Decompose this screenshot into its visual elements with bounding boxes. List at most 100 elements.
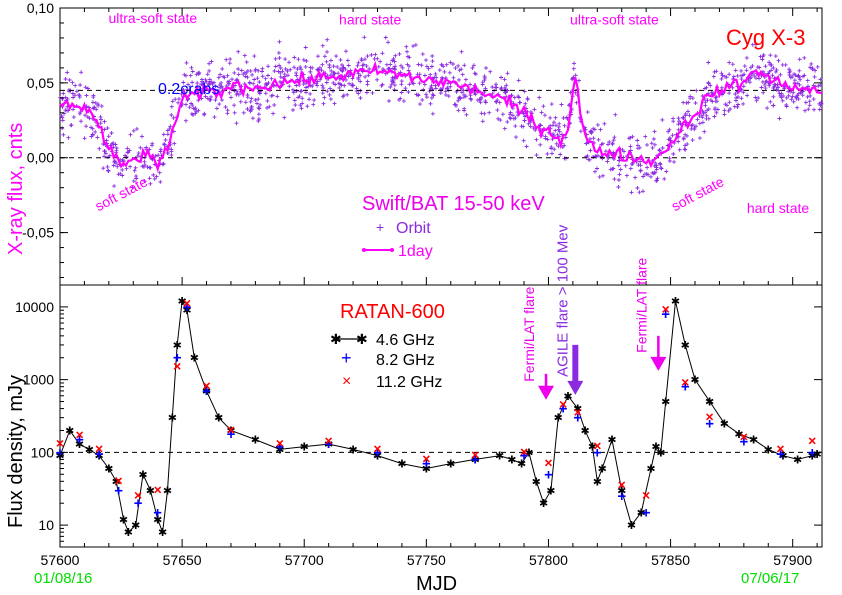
radio-xtick-label: 57800 — [529, 552, 568, 568]
legend-marker-orbit: + — [376, 219, 384, 235]
point-4.6ghz: ✱ — [168, 413, 177, 425]
point-8.2ghz: + — [134, 495, 143, 512]
point-4.6ghz: ✱ — [778, 451, 787, 463]
point-4.6ghz: ✱ — [226, 425, 235, 437]
point-4.6ghz: ✱ — [607, 435, 616, 447]
point-4.6ghz: ✱ — [471, 454, 480, 466]
point-4.6ghz: ✱ — [524, 447, 533, 459]
point-4.6ghz: ✱ — [94, 451, 103, 463]
point-4.6ghz: ✱ — [517, 459, 526, 471]
point-4.6ghz: ✱ — [138, 469, 147, 481]
point-8.2ghz: + — [183, 299, 192, 316]
legend-1day-label: 1day — [398, 243, 433, 260]
flare-arrow-head — [567, 380, 584, 395]
point-4.6ghz: ✱ — [182, 305, 191, 317]
state-label: hard state — [747, 200, 809, 216]
point-8.2ghz: + — [808, 444, 817, 461]
point-4.6ghz: ✱ — [124, 527, 133, 539]
xray-ytick-label: 0,00 — [27, 150, 54, 166]
point-8.2ghz: + — [95, 446, 104, 463]
point-4.6ghz: ✱ — [397, 459, 406, 471]
state-label: ultra-soft state — [108, 10, 197, 26]
point-4.6ghz: ✱ — [251, 435, 260, 447]
point-4.6ghz: ✱ — [348, 444, 357, 456]
source-name: Cyg X-3 — [726, 25, 805, 50]
radio-ytick-label: 10 — [38, 517, 54, 533]
legend-46-marker-right: ✱ — [356, 331, 368, 347]
point-4.6ghz: ✱ — [158, 527, 167, 539]
point-11.2ghz: × — [559, 396, 567, 412]
point-11.2ghz: × — [154, 481, 162, 497]
point-4.6ghz: ✱ — [563, 391, 572, 403]
point-4.6ghz: ✱ — [495, 451, 504, 463]
radio-y-axis: 10 100 1000 10000 — [15, 299, 822, 548]
point-4.6ghz: ✱ — [813, 449, 822, 461]
point-4.6ghz: ✱ — [190, 353, 199, 365]
legend-46-marker-left: ✱ — [330, 331, 342, 347]
point-4.6ghz: ✱ — [178, 296, 187, 308]
point-8.2ghz: + — [739, 434, 748, 451]
xray-orbit-marks — [58, 35, 824, 195]
point-11.2ghz: × — [183, 295, 191, 311]
xray-y-axis: 0,10 0,05 0,00 -0,05 — [22, 0, 822, 279]
xray-legend: + Orbit 1day — [362, 219, 433, 260]
state-label: ultra-soft state — [570, 11, 659, 27]
legend-1day-marker-left — [362, 248, 366, 252]
point-11.2ghz: × — [740, 429, 748, 445]
point-4.6ghz: ✱ — [651, 442, 660, 454]
state-label: hard state — [339, 11, 401, 27]
point-4.6ghz: ✱ — [546, 485, 555, 497]
point-4.6ghz: ✱ — [324, 439, 333, 451]
point-4.6ghz: ✱ — [681, 340, 690, 352]
point-11.2ghz: × — [227, 421, 235, 437]
point-8.2ghz: + — [544, 466, 553, 483]
legend-82-marker: + — [341, 348, 352, 368]
radio-xtick-label: 57900 — [773, 552, 812, 568]
flare-label: Fermi/LAT flare — [633, 257, 649, 352]
point-11.2ghz: × — [134, 487, 142, 503]
point-4.6ghz: ✱ — [671, 296, 680, 308]
point-4.6ghz: ✱ — [507, 454, 516, 466]
point-11.2ghz: × — [681, 374, 689, 390]
xray-y-axis-label: X-ray flux, cnts — [5, 123, 27, 255]
xray-panel: 0,10 0,05 0,00 -0,05 ultra-soft state hard s… — [5, 0, 824, 286]
point-8.2ghz: + — [422, 456, 431, 473]
state-label: soft state — [92, 173, 150, 214]
legend-46-label: 4.6 GHz — [376, 332, 435, 349]
point-8.2ghz: + — [661, 306, 670, 323]
flare-label: Fermi/LAT flare — [521, 286, 537, 381]
point-8.2ghz: + — [324, 436, 333, 453]
point-4.6ghz: ✱ — [749, 435, 758, 447]
point-11.2ghz: × — [202, 378, 210, 394]
point-4.6ghz: ✱ — [580, 425, 589, 437]
point-4.6ghz: ✱ — [214, 413, 223, 425]
point-4.6ghz: ✱ — [554, 413, 563, 425]
radio-ytick-label: 100 — [31, 444, 55, 460]
point-11.2ghz: × — [422, 450, 430, 466]
point-4.6ghz: ✱ — [112, 476, 121, 488]
point-4.6ghz: ✱ — [202, 386, 211, 398]
point-11.2ghz: × — [574, 404, 582, 420]
point-4.6ghz: ✱ — [153, 514, 162, 526]
point-4.6ghz: ✱ — [275, 444, 284, 456]
point-11.2ghz: × — [593, 438, 601, 454]
point-4.6ghz: ✱ — [656, 447, 665, 459]
point-4.6ghz: ✱ — [637, 507, 646, 519]
point-4.6ghz: ✱ — [793, 454, 802, 466]
point-11.2ghz: × — [471, 447, 479, 463]
point-8.2ghz: + — [593, 444, 602, 461]
point-4.6ghz: ✱ — [573, 404, 582, 416]
radio-xtick-label: 57750 — [407, 552, 446, 568]
legend-112-label: 11.2 GHz — [376, 374, 442, 391]
point-4.6ghz: ✱ — [422, 464, 431, 476]
point-11.2ghz: × — [618, 477, 626, 493]
xray-plot-frame — [59, 7, 823, 286]
point-8.2ghz: + — [471, 451, 480, 468]
date-end-label: 07/06/17 — [741, 570, 799, 587]
point-4.6ghz: ✱ — [65, 425, 74, 437]
point-4.6ghz: ✱ — [85, 444, 94, 456]
point-4.6ghz: ✱ — [661, 397, 670, 409]
xray-ytick-label: -0,05 — [22, 225, 54, 241]
point-4.6ghz: ✱ — [617, 485, 626, 497]
point-4.6ghz: ✱ — [646, 464, 655, 476]
